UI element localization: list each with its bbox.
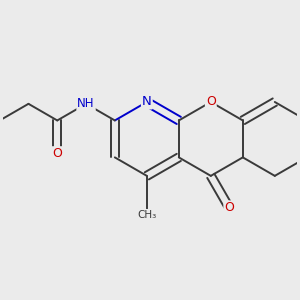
Text: O: O bbox=[224, 201, 234, 214]
Text: CH₃: CH₃ bbox=[137, 210, 157, 220]
Text: O: O bbox=[206, 95, 216, 109]
Text: NH: NH bbox=[77, 97, 95, 110]
Text: N: N bbox=[142, 95, 152, 109]
Text: O: O bbox=[52, 147, 62, 160]
